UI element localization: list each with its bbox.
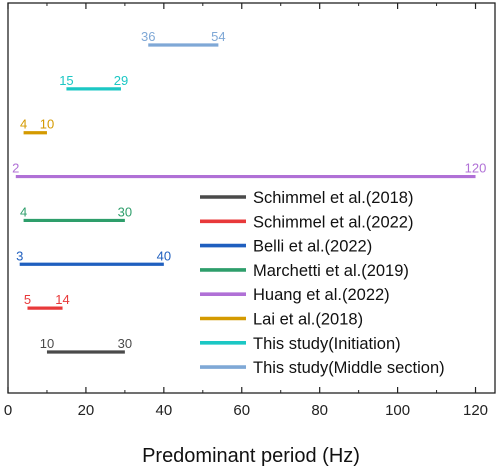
range-max-label: 30 (118, 336, 132, 351)
range-bars: 10 30 5 14 3 40 4 30 2 120 4 10 15 29 36 54 (12, 29, 487, 354)
legend-entry: Marchetti et al.(2019) (253, 262, 409, 280)
range-min-label: 15 (59, 73, 73, 88)
x-tick-label: 80 (311, 402, 328, 419)
legend-entry: Huang et al.(2022) (253, 286, 390, 304)
range-min-label: 10 (40, 336, 54, 351)
range-min-label: 2 (12, 161, 19, 176)
legend-entry: Lai et al.(2018) (253, 311, 363, 329)
range-max-label: 120 (465, 161, 487, 176)
range-max-label: 14 (55, 292, 69, 307)
legend: Schimmel et al.(2018) Schimmel et al.(202… (200, 189, 445, 377)
range-max-label: 30 (118, 204, 132, 219)
legend-entry: Schimmel et al.(2022) (253, 213, 413, 231)
plot-frame (7, 2, 496, 394)
x-tick-label: 60 (233, 402, 250, 419)
x-tick-label: 100 (385, 402, 410, 419)
range-max-label: 40 (157, 248, 171, 263)
legend-entry: Belli et al.(2022) (253, 238, 372, 256)
x-tick-label: 20 (78, 402, 95, 419)
legend-entry: This study(Middle section) (253, 359, 445, 377)
legend-entry: This study(Initiation) (253, 335, 401, 353)
range-max-label: 10 (40, 117, 54, 132)
range-min-label: 5 (24, 292, 31, 307)
x-tick-label: 120 (463, 402, 488, 419)
x-axis-title: Predominant period (Hz) (142, 445, 360, 467)
range-max-label: 54 (211, 29, 225, 44)
x-tick-label: 0 (4, 402, 12, 419)
range-min-label: 3 (16, 248, 23, 263)
range-min-label: 4 (20, 117, 27, 132)
range-max-label: 29 (114, 73, 128, 88)
x-axis: 0 20 40 60 80 100 120 (4, 3, 488, 419)
legend-entry: Schimmel et al.(2018) (253, 189, 413, 207)
x-tick-label: 40 (155, 402, 172, 419)
range-min-label: 36 (141, 29, 155, 44)
range-min-label: 4 (20, 204, 27, 219)
